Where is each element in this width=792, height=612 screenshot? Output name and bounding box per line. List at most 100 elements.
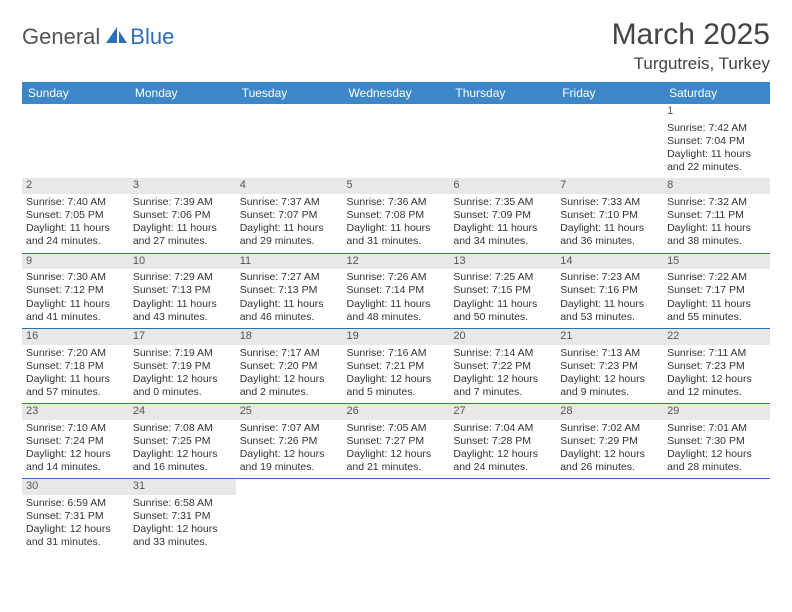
calendar-cell: 11Sunrise: 7:27 AMSunset: 7:13 PMDayligh… — [236, 253, 343, 328]
title-block: March 2025 Turgutreis, Turkey — [612, 18, 770, 74]
calendar-table: Sunday Monday Tuesday Wednesday Thursday… — [22, 82, 770, 554]
sunset-text: Sunset: 7:09 PM — [453, 209, 552, 222]
calendar-cell — [129, 104, 236, 178]
sunset-text: Sunset: 7:04 PM — [667, 135, 766, 148]
daylight-text: Daylight: 11 hours and 48 minutes. — [347, 298, 446, 324]
sunrise-text: Sunrise: 7:04 AM — [453, 422, 552, 435]
day-number: 31 — [129, 479, 236, 495]
calendar-cell: 31Sunrise: 6:58 AMSunset: 7:31 PMDayligh… — [129, 479, 236, 554]
calendar-row: 23 Sunrise: 7:10 AMSunset: 7:24 PM Dayligh… — [22, 404, 770, 479]
daylight-text: Daylight: 12 hours and 12 minutes. — [667, 373, 766, 399]
calendar-cell — [556, 104, 663, 178]
day-number: 24 — [129, 404, 236, 420]
day-header: Thursday — [449, 82, 556, 104]
sunset-text: Sunset: 7:17 PM — [667, 284, 766, 297]
day-number: 18 — [236, 329, 343, 345]
sunset-text: Sunset: 7:23 PM — [560, 360, 659, 373]
daylight-text: Daylight: 11 hours and 22 minutes. — [667, 148, 766, 174]
day-number: 16 — [22, 329, 129, 345]
day-number: 12 — [343, 254, 450, 270]
sunset-text: Sunset: 7:23 PM — [667, 360, 766, 373]
daylight-text: Daylight: 11 hours and 24 minutes. — [26, 222, 125, 248]
sunrise-text: Sunrise: 7:11 AM — [667, 347, 766, 360]
calendar-cell: 17Sunrise: 7:19 AMSunset: 7:19 PMDayligh… — [129, 328, 236, 403]
sunrise-text: Sunrise: 7:20 AM — [26, 347, 125, 360]
sunrise-text: Sunrise: 7:42 AM — [667, 122, 766, 135]
day-number: 23 — [22, 404, 129, 420]
calendar-cell: 25Sunrise: 7:07 AMSunset: 7:26 PMDayligh… — [236, 404, 343, 479]
sunrise-text: Sunrise: 7:26 AM — [347, 271, 446, 284]
calendar-cell — [449, 104, 556, 178]
calendar-row: 1 Sunrise: 7:42 AMSunset: 7:04 PMDaylight… — [22, 104, 770, 178]
sunset-text: Sunset: 7:13 PM — [133, 284, 232, 297]
sunset-text: Sunset: 7:16 PM — [560, 284, 659, 297]
calendar-cell: 23Sunrise: 7:10 AMSunset: 7:24 PMDayligh… — [22, 404, 129, 479]
sunset-text: Sunset: 7:22 PM — [453, 360, 552, 373]
day-number: 2 — [22, 178, 129, 194]
daylight-text: Daylight: 12 hours and 9 minutes. — [560, 373, 659, 399]
calendar-cell: 1 Sunrise: 7:42 AMSunset: 7:04 PMDaylight… — [663, 104, 770, 178]
day-number: 4 — [236, 178, 343, 194]
day-number: 25 — [236, 404, 343, 420]
calendar-cell: 29Sunrise: 7:01 AMSunset: 7:30 PMDayligh… — [663, 404, 770, 479]
sunset-text: Sunset: 7:29 PM — [560, 435, 659, 448]
day-number: 26 — [343, 404, 450, 420]
daylight-text: Daylight: 12 hours and 7 minutes. — [453, 373, 552, 399]
daylight-text: Daylight: 11 hours and 41 minutes. — [26, 298, 125, 324]
sunrise-text: Sunrise: 7:36 AM — [347, 196, 446, 209]
calendar-cell: 26Sunrise: 7:05 AMSunset: 7:27 PMDayligh… — [343, 404, 450, 479]
daylight-text: Daylight: 11 hours and 29 minutes. — [240, 222, 339, 248]
sunset-text: Sunset: 7:14 PM — [347, 284, 446, 297]
sunset-text: Sunset: 7:19 PM — [133, 360, 232, 373]
day-header: Tuesday — [236, 82, 343, 104]
daylight-text: Daylight: 12 hours and 0 minutes. — [133, 373, 232, 399]
sunrise-text: Sunrise: 7:14 AM — [453, 347, 552, 360]
sunrise-text: Sunrise: 7:39 AM — [133, 196, 232, 209]
sunrise-text: Sunrise: 7:23 AM — [560, 271, 659, 284]
calendar-row: 30Sunrise: 6:59 AMSunset: 7:31 PMDayligh… — [22, 479, 770, 554]
daylight-text: Daylight: 12 hours and 5 minutes. — [347, 373, 446, 399]
page-header: General Blue March 2025 Turgutreis, Turk… — [22, 18, 770, 74]
logo: General Blue — [22, 24, 174, 50]
calendar-cell — [236, 104, 343, 178]
sunset-text: Sunset: 7:30 PM — [667, 435, 766, 448]
calendar-cell — [22, 104, 129, 178]
day-number: 29 — [663, 404, 770, 420]
daylight-text: Daylight: 12 hours and 21 minutes. — [347, 448, 446, 474]
sunrise-text: Sunrise: 7:08 AM — [133, 422, 232, 435]
sunrise-text: Sunrise: 7:33 AM — [560, 196, 659, 209]
day-number: 10 — [129, 254, 236, 270]
day-header: Wednesday — [343, 82, 450, 104]
calendar-cell: 22Sunrise: 7:11 AMSunset: 7:23 PMDayligh… — [663, 328, 770, 403]
sunrise-text: Sunrise: 7:30 AM — [26, 271, 125, 284]
calendar-cell — [343, 104, 450, 178]
calendar-cell: 18Sunrise: 7:17 AMSunset: 7:20 PMDayligh… — [236, 328, 343, 403]
calendar-cell: 13Sunrise: 7:25 AMSunset: 7:15 PMDayligh… — [449, 253, 556, 328]
sunset-text: Sunset: 7:13 PM — [240, 284, 339, 297]
calendar-cell — [236, 479, 343, 554]
sunrise-text: Sunrise: 7:10 AM — [26, 422, 125, 435]
sunset-text: Sunset: 7:24 PM — [26, 435, 125, 448]
calendar-cell: 27Sunrise: 7:04 AMSunset: 7:28 PMDayligh… — [449, 404, 556, 479]
calendar-page: General Blue March 2025 Turgutreis, Turk… — [0, 0, 792, 554]
day-number: 7 — [556, 178, 663, 194]
calendar-row: 16Sunrise: 7:20 AMSunset: 7:18 PMDayligh… — [22, 328, 770, 403]
daylight-text: Daylight: 12 hours and 33 minutes. — [133, 523, 232, 549]
sunset-text: Sunset: 7:31 PM — [133, 510, 232, 523]
sunrise-text: Sunrise: 7:19 AM — [133, 347, 232, 360]
sunrise-text: Sunrise: 7:05 AM — [347, 422, 446, 435]
sunrise-text: Sunrise: 7:37 AM — [240, 196, 339, 209]
calendar-cell: 4Sunrise: 7:37 AMSunset: 7:07 PMDaylight… — [236, 178, 343, 253]
calendar-cell: 10Sunrise: 7:29 AMSunset: 7:13 PMDayligh… — [129, 253, 236, 328]
sunrise-text: Sunrise: 7:07 AM — [240, 422, 339, 435]
daylight-text: Daylight: 11 hours and 53 minutes. — [560, 298, 659, 324]
calendar-row: 9Sunrise: 7:30 AMSunset: 7:12 PMDaylight… — [22, 253, 770, 328]
day-header: Friday — [556, 82, 663, 104]
calendar-cell: 12Sunrise: 7:26 AMSunset: 7:14 PMDayligh… — [343, 253, 450, 328]
day-number: 1 — [663, 104, 770, 120]
daylight-text: Daylight: 11 hours and 43 minutes. — [133, 298, 232, 324]
daylight-text: Daylight: 11 hours and 31 minutes. — [347, 222, 446, 248]
day-number: 30 — [22, 479, 129, 495]
sunrise-text: Sunrise: 7:01 AM — [667, 422, 766, 435]
day-header: Saturday — [663, 82, 770, 104]
